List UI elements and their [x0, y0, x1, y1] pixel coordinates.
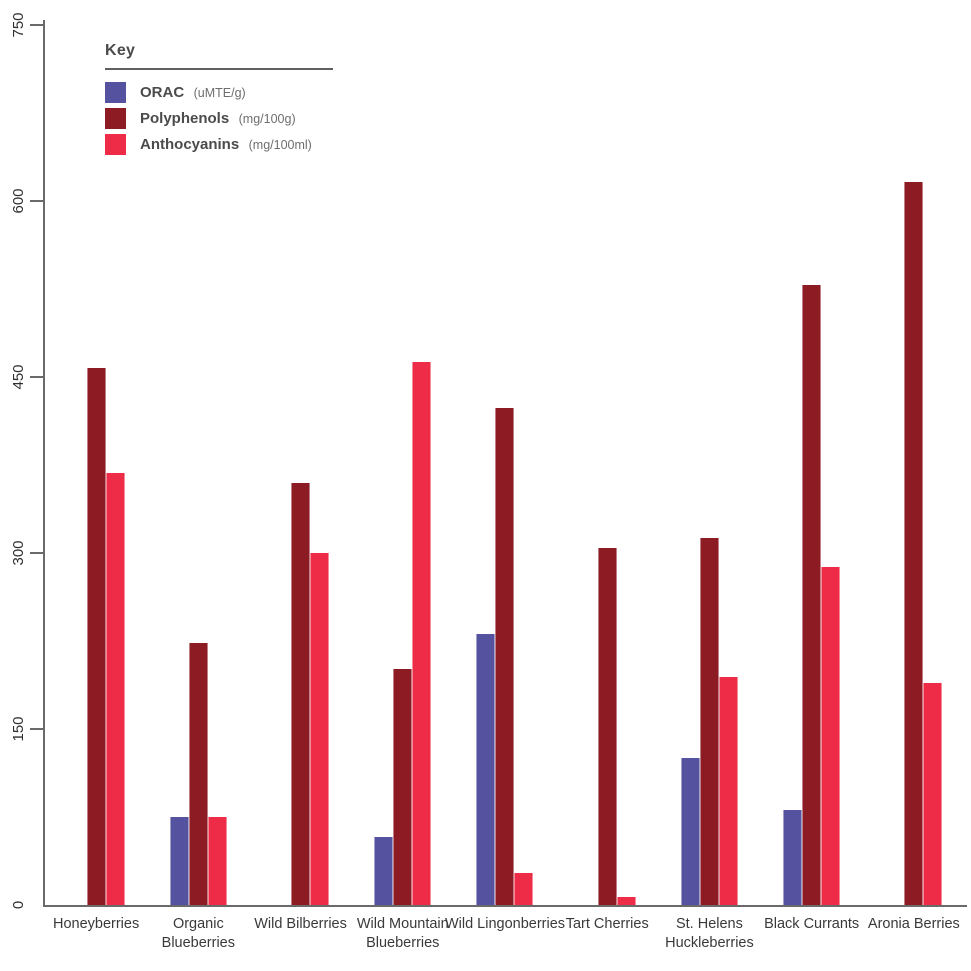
y-tick: [30, 552, 44, 554]
anthocyanins-bar: [310, 553, 330, 905]
legend-unit: (uMTE/g): [193, 85, 246, 100]
anthocyanins-bar: [821, 567, 841, 905]
anthocyanins-swatch-icon: [105, 134, 126, 155]
legend-item-orac: ORAC (uMTE/g): [105, 82, 355, 103]
x-axis-label: Wild Bilberries: [254, 916, 347, 932]
bar-group: Aronia Berries: [868, 25, 960, 932]
y-tick: [30, 728, 44, 730]
y-axis: [43, 20, 45, 907]
anthocyanins-bar: [412, 362, 432, 905]
anthocyanins-bar: [616, 897, 636, 905]
x-axis: [43, 905, 967, 907]
bar-group: Wild Bilberries: [254, 25, 347, 932]
polyphenols-bar: [393, 669, 413, 905]
x-axis-label: Wild Lingonberries: [444, 916, 566, 932]
polyphenols-bar: [597, 548, 617, 905]
orac-swatch-icon: [105, 82, 126, 103]
legend: Key ORAC (uMTE/g) Polyphenols (mg/100g): [105, 42, 355, 155]
orac-bar: [680, 758, 700, 905]
legend-label: ORAC: [140, 83, 185, 101]
y-tick: [30, 24, 44, 26]
polyphenols-bar: [188, 643, 208, 905]
x-axis-label: St. Helens Huckleberries: [665, 916, 754, 951]
y-tick-label: 0: [10, 900, 27, 910]
polyphenols-bar: [495, 408, 515, 905]
y-tick-label: 150: [10, 716, 27, 742]
legend-label: Polyphenols: [140, 109, 230, 127]
y-tick: [30, 200, 44, 202]
anthocyanins-bar: [923, 683, 943, 905]
x-axis-label: Honeyberries: [52, 916, 140, 932]
polyphenols-bar: [291, 483, 311, 905]
legend-item-anthocyanins: Anthocyanins (mg/100ml): [105, 134, 355, 155]
polyphenols-bar: [802, 285, 822, 905]
x-axis-label: Wild Mountain Blueberries: [356, 916, 449, 951]
x-axis-label: Tart Cherries: [565, 916, 649, 932]
anthocyanins-bar: [105, 473, 125, 905]
y-tick-label: 750: [10, 12, 27, 38]
legend-item-polyphenols: Polyphenols (mg/100g): [105, 108, 355, 129]
legend-unit: (mg/100g): [238, 111, 296, 126]
polyphenols-bar: [86, 368, 106, 905]
y-tick: [30, 376, 44, 378]
x-axis-label: Organic Blueberries: [161, 916, 235, 951]
bar-group: Tart Cherries: [566, 25, 649, 932]
anthocyanins-bar: [514, 873, 534, 905]
polyphenols-bar: [904, 182, 924, 905]
y-tick-label: 600: [10, 188, 27, 214]
bar-group: Wild Lingonberries: [445, 25, 565, 932]
y-tick-label: 300: [10, 540, 27, 566]
bar-group: St. Helens Huckleberries: [665, 25, 754, 951]
polyphenols-swatch-icon: [105, 108, 126, 129]
legend-label: Anthocyanins: [140, 135, 240, 153]
x-axis-label: Aronia Berries: [867, 916, 960, 932]
y-tick-label: 450: [10, 364, 27, 390]
bar-group: Black Currants: [764, 25, 859, 932]
anthocyanins-bar: [207, 817, 227, 905]
x-axis-label: Black Currants: [764, 916, 860, 932]
plot-area: Honeyberries Organic Blueberries Wild Bilb…: [45, 25, 965, 951]
bar-group: Wild Mountain Blueberries: [357, 25, 449, 951]
legend-items: ORAC (uMTE/g) Polyphenols (mg/100g) Anth…: [105, 82, 355, 155]
anthocyanins-bar: [718, 677, 738, 905]
legend-divider: [105, 68, 333, 70]
orac-bar: [476, 634, 496, 905]
bar-group: Honeyberries: [53, 25, 139, 932]
legend-title: Key: [105, 42, 136, 59]
orac-bar: [374, 837, 394, 905]
orac-bar: [169, 817, 189, 905]
orac-bar: [783, 810, 803, 905]
bar-group: Organic Blueberries: [162, 25, 235, 951]
polyphenols-bar: [699, 538, 719, 905]
legend-unit: (mg/100ml): [248, 137, 312, 152]
